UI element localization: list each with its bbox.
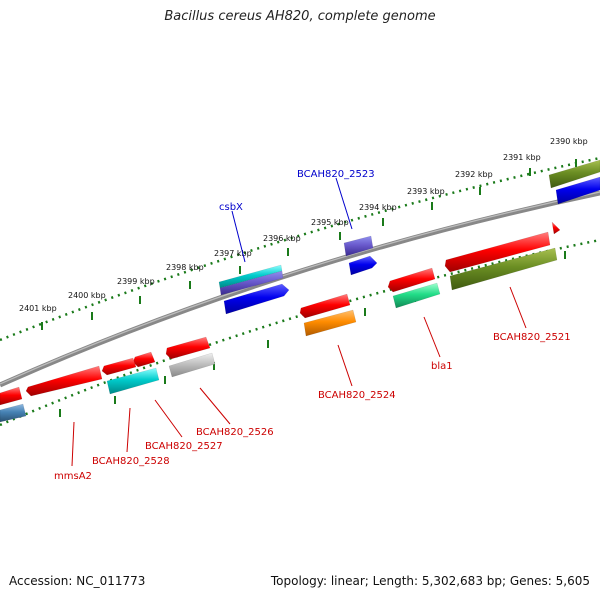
outer-major-ticks <box>41 159 577 330</box>
forward-genes <box>218 159 600 315</box>
leader-line-bcah820-2526 <box>199 387 231 425</box>
tick-label: 2401 kbp <box>19 304 57 313</box>
reverse-genes <box>0 221 561 423</box>
gene-feature[interactable] <box>219 270 284 296</box>
accession-text: Accession: NC_011773 <box>9 574 146 588</box>
gene-feature[interactable] <box>0 403 27 423</box>
tick-label: 2399 kbp <box>117 277 155 286</box>
leader-line-bcah820-2527 <box>154 399 183 438</box>
map-title: Bacillus cereus AH820, complete genome <box>164 9 436 24</box>
gene-feature[interactable] <box>548 159 600 189</box>
tick-label: 2391 kbp <box>503 153 541 162</box>
leader-line-bcah820-2521 <box>509 286 527 329</box>
gene-feature[interactable] <box>551 221 561 235</box>
leader-line-mmsa2 <box>71 421 75 467</box>
leader-line-bcah820-2528 <box>126 407 131 453</box>
gene-feature[interactable] <box>223 283 290 315</box>
gene-feature[interactable] <box>303 309 357 337</box>
tick-label: 2397 kbp <box>214 249 252 258</box>
gene-feature[interactable] <box>25 365 103 397</box>
gene-feature[interactable] <box>348 255 378 276</box>
leader-line-bcah820-2523 <box>335 177 353 230</box>
gene-label-bla1[interactable]: bla1 <box>431 361 453 372</box>
gene-feature[interactable] <box>444 231 551 273</box>
gene-label-bcah820-2526[interactable]: BCAH820_2526 <box>196 427 274 438</box>
gene-feature[interactable] <box>132 351 156 368</box>
genome-backbone <box>0 190 600 388</box>
gene-feature[interactable] <box>555 176 600 205</box>
leader-line-csbx <box>231 210 246 263</box>
gene-label-bcah820-2523[interactable]: BCAH820_2523 <box>297 169 375 180</box>
gene-feature[interactable] <box>387 267 436 293</box>
topology-text: Topology: linear; Length: 5,302,683 bp; … <box>270 574 590 588</box>
genome-backbone-highlight <box>0 191 600 385</box>
gene-label-mmsa2[interactable]: mmsA2 <box>54 471 92 482</box>
gene-feature[interactable] <box>168 352 216 378</box>
gene-label-bcah820-2527[interactable]: BCAH820_2527 <box>145 441 223 452</box>
gene-label-csbx[interactable]: csbX <box>219 202 243 213</box>
tick-label: 2395 kbp <box>311 218 349 227</box>
tick-label: 2398 kbp <box>166 263 204 272</box>
leader-line-bcah820-2524 <box>337 344 353 387</box>
leader-line-bla1 <box>423 316 441 358</box>
tick-label: 2392 kbp <box>455 170 493 179</box>
gene-feature[interactable] <box>0 386 23 406</box>
gene-feature[interactable] <box>449 247 558 291</box>
tick-label: 2393 kbp <box>407 187 445 196</box>
gene-feature[interactable] <box>101 357 137 376</box>
tick-label: 2400 kbp <box>68 291 106 300</box>
gene-feature[interactable] <box>343 235 374 257</box>
tick-label: 2390 kbp <box>550 137 588 146</box>
gene-label-bcah820-2521[interactable]: BCAH820_2521 <box>493 332 571 343</box>
tick-label: 2394 kbp <box>359 203 397 212</box>
gene-feature[interactable] <box>165 336 211 360</box>
tick-label: 2396 kbp <box>263 234 301 243</box>
gene-feature[interactable] <box>392 282 441 309</box>
inner-tick-ruler <box>0 238 600 427</box>
gene-label-bcah820-2528[interactable]: BCAH820_2528 <box>92 456 170 467</box>
gene-feature[interactable] <box>299 293 351 319</box>
gene-label-bcah820-2524[interactable]: BCAH820_2524 <box>318 390 396 401</box>
gene-feature[interactable] <box>106 367 160 395</box>
